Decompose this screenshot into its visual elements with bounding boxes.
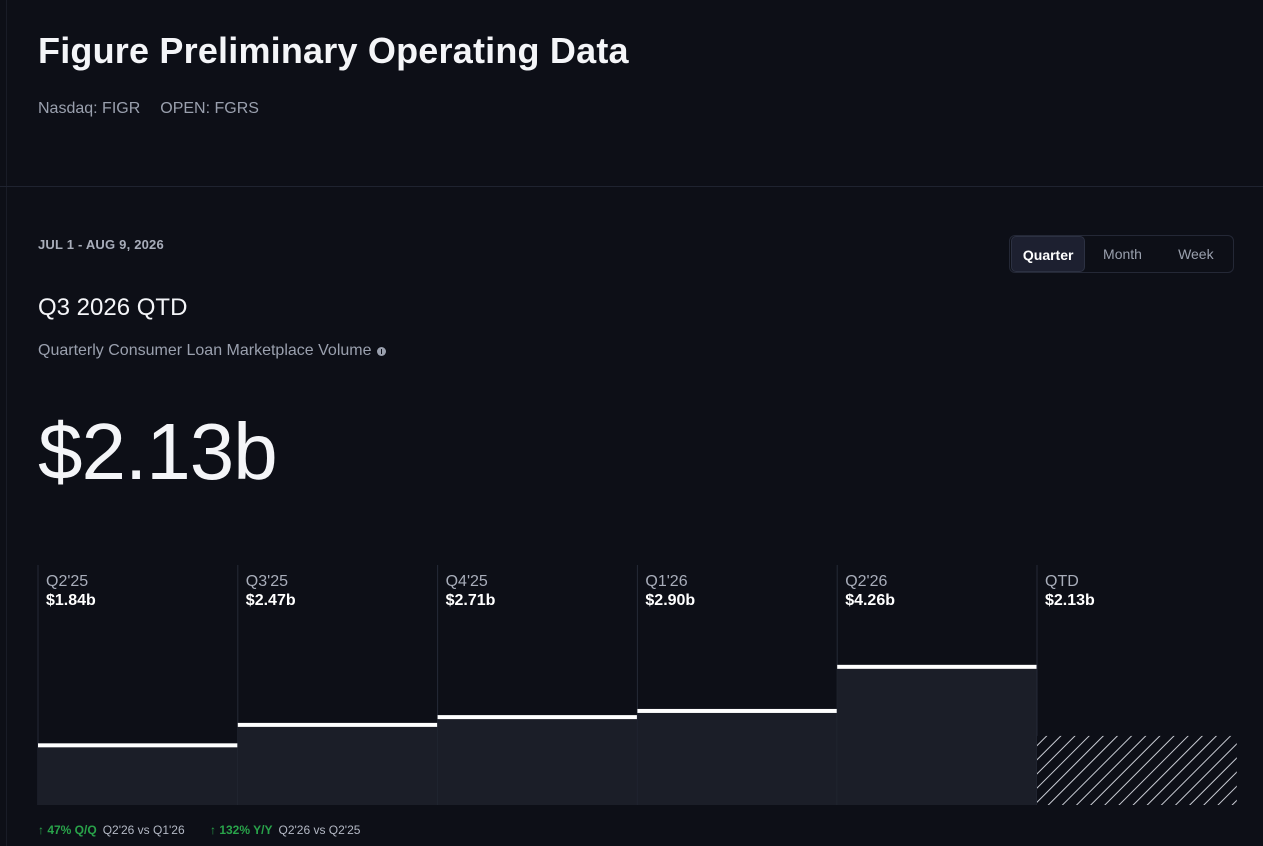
- page-title: Figure Preliminary Operating Data: [38, 30, 629, 71]
- page-header: Figure Preliminary Operating Data Nasdaq…: [0, 0, 1263, 187]
- stat-qoq-change: ↑ 47% Q/Q: [38, 823, 97, 837]
- bar: [38, 745, 238, 805]
- category-label: Q3'25: [246, 573, 288, 590]
- period-title: Q3 2026 QTD: [38, 294, 188, 321]
- bar: [437, 717, 638, 805]
- value-label: $2.90b: [645, 592, 695, 609]
- bar-partial: [1037, 735, 1237, 805]
- stat-yoy-compare: Q2'26 vs Q2'25: [278, 823, 361, 837]
- bar-top-line: [38, 743, 238, 748]
- date-range: JUL 1 - AUG 9, 2026: [38, 237, 164, 252]
- bar: [637, 710, 838, 805]
- category-label: QTD: [1045, 573, 1079, 590]
- ticker-list: Nasdaq: FIGR OPEN: FGRS: [38, 100, 259, 118]
- value-label: $2.13b: [1045, 592, 1095, 609]
- value-label: $1.84b: [46, 592, 96, 609]
- headline-value: $2.13b: [38, 407, 278, 496]
- ticker-open: OPEN: FGRS: [160, 100, 259, 117]
- bar-top-line: [437, 715, 638, 720]
- stat-qoq: ↑ 47% Q/Q Q2'26 vs Q1'26: [38, 823, 185, 837]
- category-label: Q1'26: [645, 573, 687, 590]
- bar: [837, 666, 1037, 805]
- metric-label-text: Quarterly Consumer Loan Marketplace Volu…: [38, 342, 372, 359]
- category-label: Q2'26: [845, 573, 887, 590]
- bar-top-line: [637, 708, 838, 713]
- toggle-quarter-button[interactable]: Quarter: [1011, 236, 1086, 272]
- ticker-nasdaq: Nasdaq: FIGR: [38, 100, 141, 117]
- stat-qoq-compare: Q2'26 vs Q1'26: [102, 823, 185, 837]
- metric-label: Quarterly Consumer Loan Marketplace Volu…: [38, 342, 386, 360]
- page-left-border: [6, 0, 7, 846]
- value-label: $2.71b: [446, 592, 496, 609]
- category-label: Q4'25: [446, 573, 488, 590]
- footer-stats: ↑ 47% Q/Q Q2'26 vs Q1'26 ↑ 132% Y/Y Q2'26 …: [38, 823, 382, 837]
- stat-yoy: ↑ 132% Y/Y Q2'26 vs Q2'25: [210, 823, 360, 837]
- stat-yoy-change: ↑ 132% Y/Y: [210, 823, 273, 837]
- period-toggle: Quarter Month Week: [1009, 235, 1234, 273]
- bar-top-line: [837, 664, 1037, 669]
- bar: [237, 724, 438, 805]
- toggle-week-button[interactable]: Week: [1178, 246, 1214, 262]
- bar-top-line: [237, 722, 438, 727]
- info-icon[interactable]: [376, 346, 386, 356]
- category-label: Q2'25: [46, 573, 88, 590]
- value-label: $4.26b: [845, 592, 895, 609]
- toggle-month-button[interactable]: Month: [1103, 246, 1142, 262]
- value-label: $2.47b: [246, 592, 296, 609]
